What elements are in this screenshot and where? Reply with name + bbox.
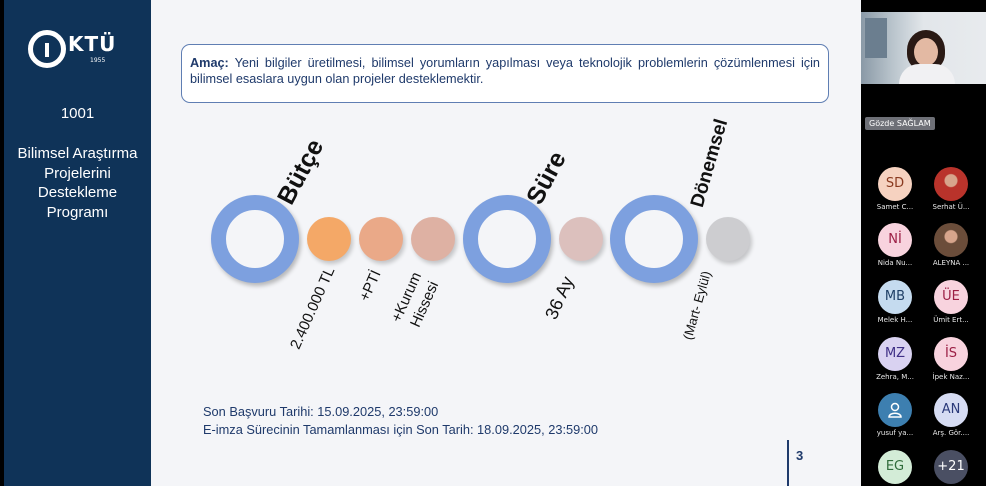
- participant-avatar[interactable]: ÜE: [934, 280, 968, 314]
- participant-name: yusuf ya...: [876, 429, 914, 437]
- participant-photo[interactable]: [934, 167, 968, 201]
- program-number: 1001: [60, 105, 95, 122]
- deadline-apply: Son Başvuru Tarihi: 15.09.2025, 23:59:00: [203, 404, 439, 419]
- deadlines: Son Başvuru Tarihi: 15.09.2025, 23:59:00…: [203, 403, 598, 439]
- participant-avatar[interactable]: AN: [934, 393, 968, 427]
- logo-year: 1955: [90, 57, 106, 64]
- duration-dot: [559, 217, 603, 261]
- duration-heading: Süre: [521, 146, 572, 210]
- page-number: 3: [796, 448, 804, 463]
- budget-pti: +PTİ: [356, 267, 385, 304]
- person-icon: [888, 402, 902, 418]
- participant-name: Melek H...: [877, 316, 913, 324]
- period-value: (Mart- Eylül): [679, 269, 714, 342]
- participant-name: Samet C...: [876, 203, 914, 211]
- goal-box: Amaç: Yeni bilgiler üretilmesi, bilimsel…: [181, 44, 829, 103]
- participant-name: Serhat Ü...: [932, 203, 970, 211]
- left-black-bar: [0, 0, 4, 486]
- participant-avatar[interactable]: MB: [878, 280, 912, 314]
- budget-share-dot: [411, 217, 455, 261]
- page-divider: [787, 440, 789, 486]
- logo-text: KTÜ: [68, 32, 117, 56]
- university-logo: KTÜ 1955: [28, 28, 128, 72]
- goal-label: Amaç:: [190, 56, 229, 70]
- participant-avatar[interactable]: Nİ: [878, 223, 912, 257]
- logo-emblem-icon: [28, 30, 66, 68]
- active-speaker-video[interactable]: [861, 12, 986, 84]
- participants-panel: Gözde SAĞLAM SD Samet C... Serhat Ü... Nİ Ni…: [861, 0, 986, 486]
- budget-heading: Bütçe: [272, 134, 330, 210]
- speaker-face: [914, 38, 938, 66]
- participant-name: ALEYNA ...: [932, 259, 970, 267]
- participant-avatar[interactable]: İS: [934, 337, 968, 371]
- participant-name: Zehra, M...: [876, 373, 914, 381]
- participant-avatar[interactable]: MZ: [878, 337, 912, 371]
- budget-ring: [211, 195, 299, 283]
- goal-paragraph: Amaç: Yeni bilgiler üretilmesi, bilimsel…: [190, 55, 820, 87]
- more-participants-button[interactable]: +21: [934, 450, 968, 484]
- participant-name: İpek Naz...: [932, 373, 970, 381]
- participant-photo[interactable]: [934, 223, 968, 257]
- period-heading: Dönemsel: [687, 116, 733, 210]
- slide-main: Amaç: Yeni bilgiler üretilmesi, bilimsel…: [151, 0, 861, 486]
- active-speaker-name: Gözde SAĞLAM: [865, 117, 935, 130]
- participant-name: Ümit Ert...: [933, 316, 969, 324]
- goal-text: Yeni bilgiler üretilmesi, bilimsel yorum…: [190, 56, 820, 86]
- participant-avatar[interactable]: [878, 393, 912, 427]
- period-ring: [610, 195, 698, 283]
- budget-amount: 2.400.000 TL: [287, 264, 339, 352]
- participant-avatar[interactable]: SD: [878, 167, 912, 201]
- slide-side-panel: KTÜ 1955 1001 Bilimsel Araştırma Projele…: [4, 0, 151, 486]
- budget-pti-dot: [359, 217, 403, 261]
- speaker-body: [899, 64, 955, 84]
- duration-ring: [463, 195, 551, 283]
- duration-value: 36 Ay: [541, 273, 578, 323]
- participant-name: Nida Nu...: [877, 259, 913, 267]
- participant-name: Arş. Gör....: [932, 429, 970, 437]
- program-name: Bilimsel Araştırma Projelerini Desteklem…: [17, 145, 138, 221]
- budget-amount-dot: [307, 217, 351, 261]
- participant-avatar[interactable]: EG: [878, 450, 912, 484]
- video-board: [865, 18, 887, 58]
- deadline-esign: E-imza Sürecinin Tamamlanması için Son T…: [203, 422, 599, 437]
- period-dot: [706, 217, 750, 261]
